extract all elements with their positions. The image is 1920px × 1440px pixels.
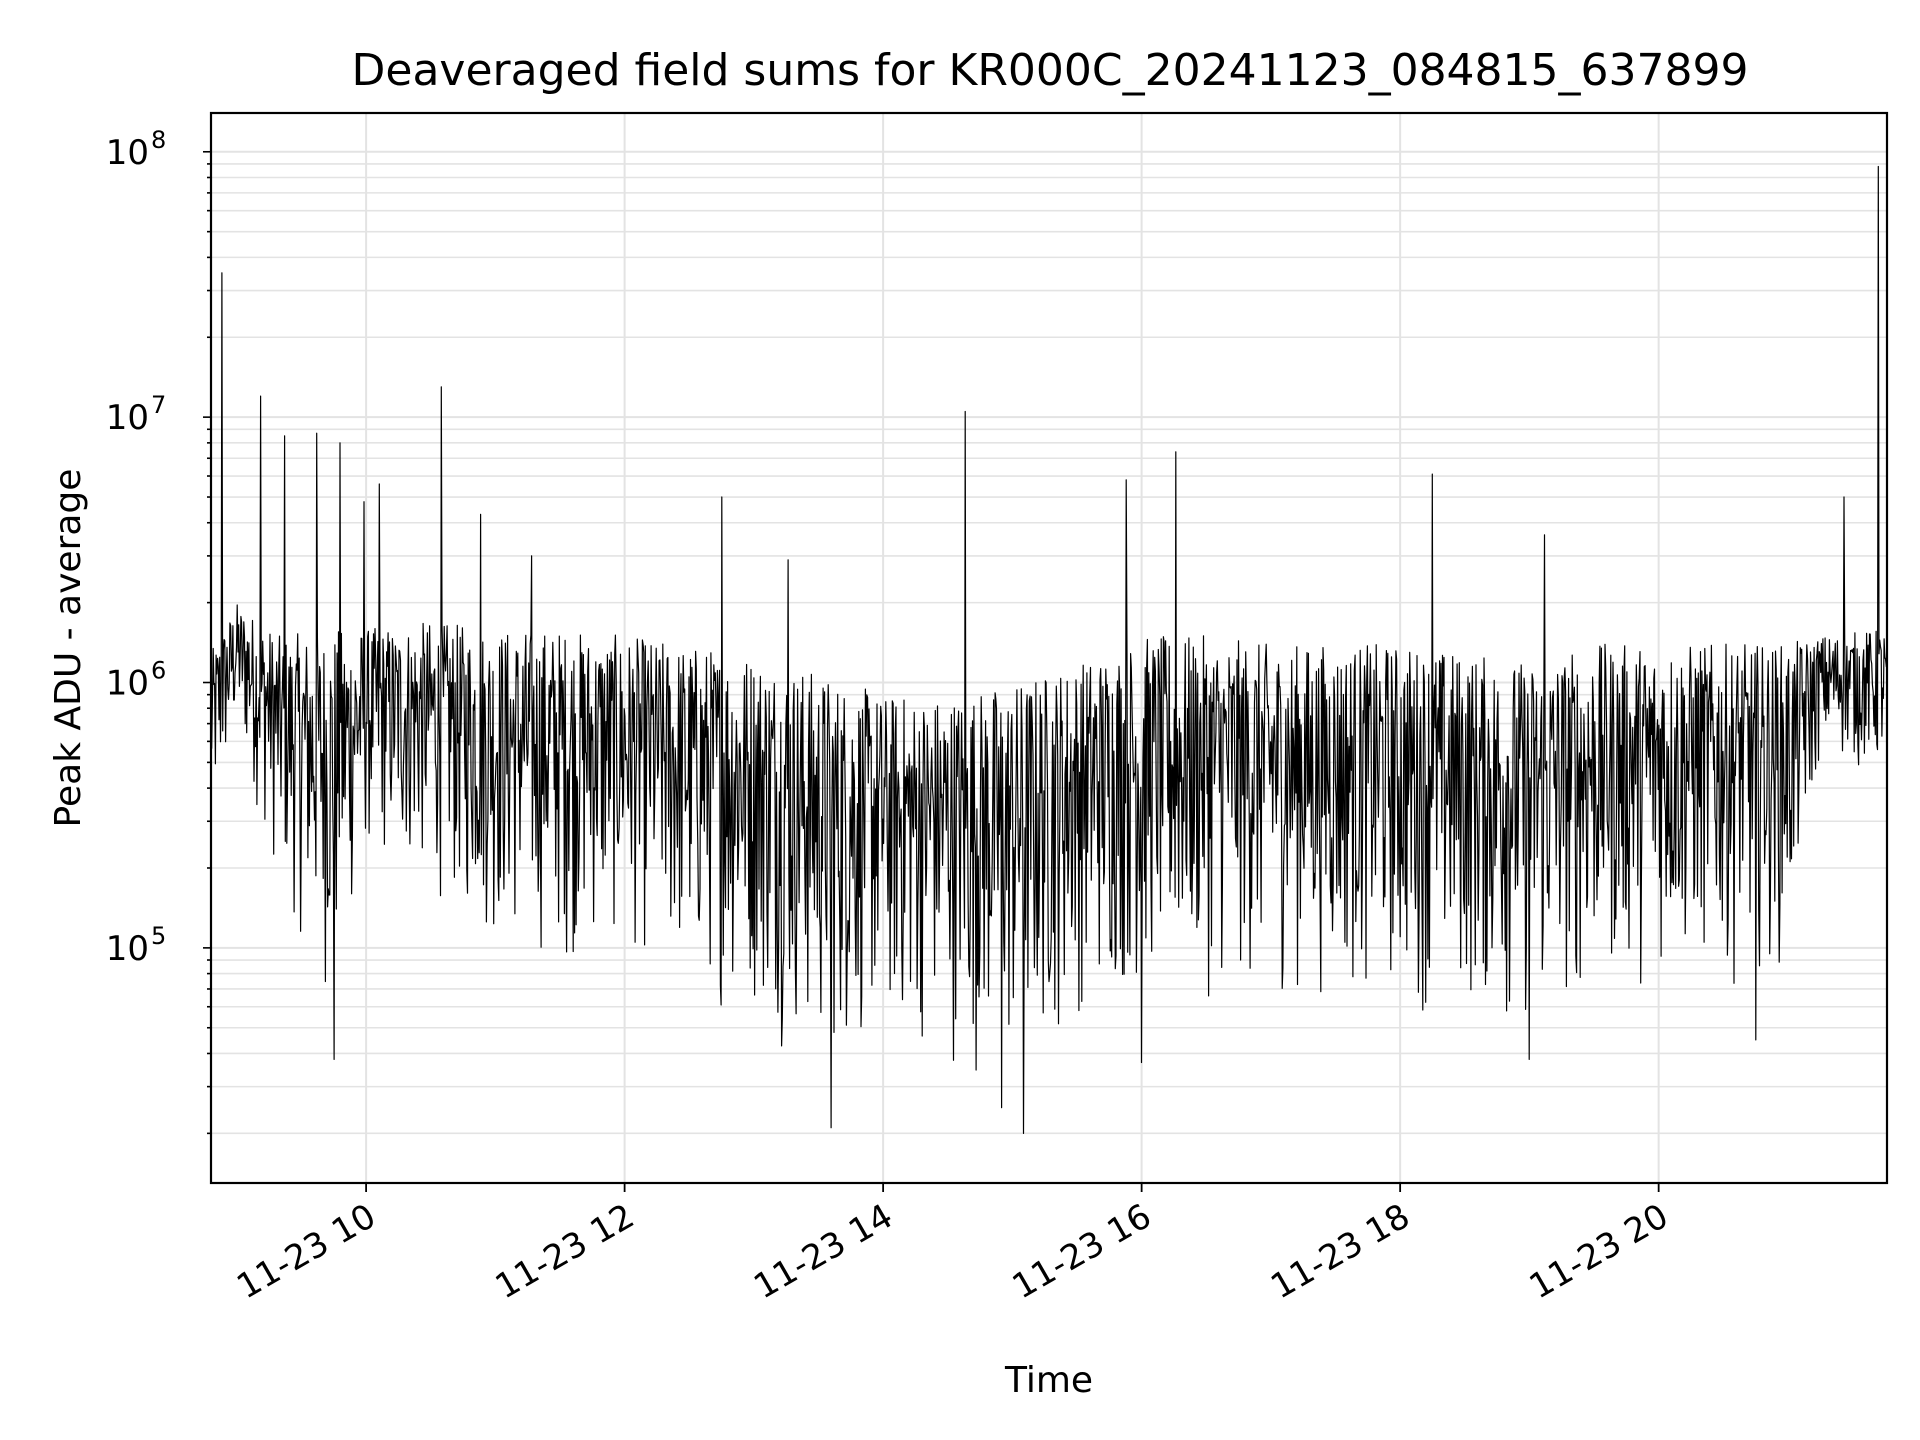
y-axis-label: Peak ADU - average (48, 469, 89, 828)
y-tick-label: 10 (106, 664, 149, 704)
chart-title: Deaveraged field sums for KR000C_2024112… (352, 45, 1749, 96)
y-tick-label: 10 (106, 398, 149, 438)
series-line (210, 165, 1888, 1134)
series-trace (210, 165, 1888, 1134)
y-tick-label-exponent: 5 (151, 922, 166, 950)
y-tick-label: 10 (106, 929, 149, 969)
y-tick-label: 10 (106, 133, 149, 173)
plot-frame (209, 111, 1889, 1185)
y-tick-label-exponent: 7 (151, 391, 166, 419)
y-tick-label-exponent: 6 (151, 657, 166, 685)
x-axis-label: Time (1004, 1360, 1093, 1401)
y-tick-label-exponent: 8 (151, 126, 166, 154)
